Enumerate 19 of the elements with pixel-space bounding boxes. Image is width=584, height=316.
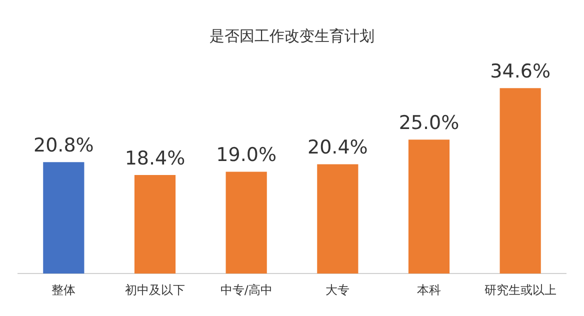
data-label: 20.8% [33, 134, 94, 157]
bar [43, 162, 84, 274]
bar [134, 174, 176, 274]
x-tick-label: 初中及以下 [125, 282, 185, 297]
data-label: 19.0% [216, 144, 277, 166]
chart-title: 是否因工作改变生育计划 [210, 26, 374, 45]
data-label: 18.4% [124, 147, 186, 170]
x-tick-label: 研究生或以上 [484, 282, 556, 297]
bar [408, 140, 450, 274]
data-label: 20.4% [307, 136, 368, 159]
bar [226, 172, 267, 274]
data-label: 25.0% [398, 112, 460, 134]
x-tick-label: 整体 [52, 282, 76, 297]
data-label: 34.6% [490, 60, 551, 83]
x-tick-label: 大专 [326, 282, 350, 297]
x-tick-label: 中专/高中 [220, 282, 272, 297]
bar [500, 88, 541, 274]
bar [317, 164, 358, 274]
x-tick-label: 本科 [417, 282, 441, 297]
